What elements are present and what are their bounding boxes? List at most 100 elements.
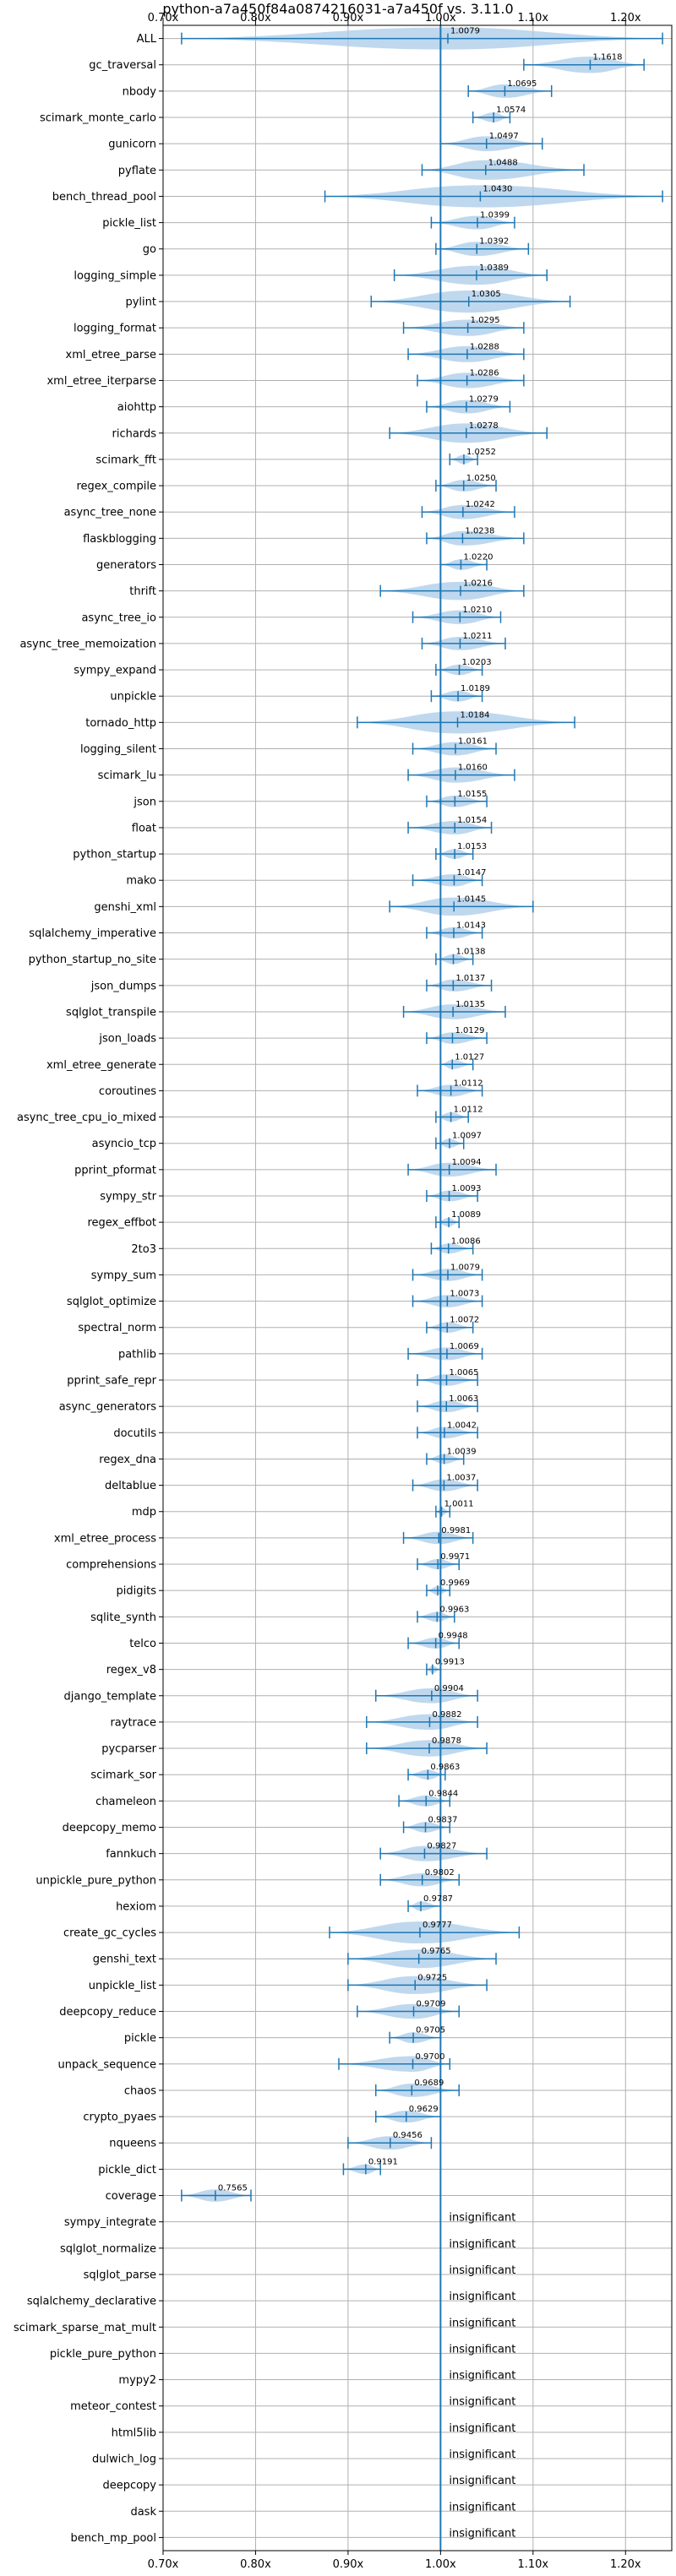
benchmark-label: deltablue bbox=[105, 1480, 156, 1492]
benchmark-label: pickle bbox=[124, 2032, 156, 2045]
benchmark-label: go bbox=[143, 243, 156, 256]
benchmark-label: tornado_http bbox=[85, 717, 156, 730]
x-tick-label: 1.00x bbox=[425, 12, 456, 24]
benchmark-label: thrift bbox=[129, 585, 156, 598]
value-label: 1.0211 bbox=[462, 632, 492, 641]
benchmark-label: regex_compile bbox=[76, 481, 156, 493]
value-label: 0.9981 bbox=[441, 1526, 471, 1535]
value-label: 1.0129 bbox=[455, 1026, 484, 1035]
benchmark-label: genshi_text bbox=[93, 1954, 156, 1966]
insignificant-label: insignificant bbox=[449, 2291, 515, 2303]
value-label: 0.9765 bbox=[422, 1947, 451, 1956]
benchmark-label: pickle_pure_python bbox=[50, 2348, 156, 2361]
benchmark-label: sympy_str bbox=[100, 1190, 156, 1203]
value-label: 1.0093 bbox=[452, 1184, 482, 1193]
value-label: 0.9971 bbox=[440, 1552, 470, 1562]
insignificant-label: insignificant bbox=[449, 2448, 515, 2461]
value-label: 1.0135 bbox=[455, 1000, 485, 1009]
value-label: 0.9777 bbox=[422, 1921, 452, 1930]
value-label: 1.0112 bbox=[454, 1106, 483, 1115]
benchmark-label: nbody bbox=[123, 85, 157, 98]
benchmark-label: pickle_dict bbox=[98, 2164, 156, 2177]
value-label: 0.9863 bbox=[430, 1763, 460, 1772]
benchmark-label: mdp bbox=[132, 1506, 156, 1519]
benchmark-label: regex_effbot bbox=[87, 1217, 156, 1230]
value-label: 0.9844 bbox=[428, 1789, 458, 1798]
value-label: 0.9963 bbox=[439, 1605, 469, 1614]
x-tick-label: 1.00x bbox=[425, 2558, 456, 2571]
value-label: 0.9837 bbox=[428, 1815, 458, 1824]
benchmark-label: sqlalchemy_imperative bbox=[29, 927, 156, 940]
benchmark-label: mako bbox=[126, 875, 156, 888]
benchmark-label: gunicorn bbox=[108, 139, 156, 151]
benchmark-label: docutils bbox=[113, 1427, 156, 1440]
benchmark-label: scimark_sor bbox=[90, 1769, 156, 1782]
value-label: 1.1618 bbox=[592, 53, 622, 62]
benchmark-label: pprint_safe_repr bbox=[67, 1375, 156, 1388]
benchmark-label: coverage bbox=[106, 2190, 156, 2203]
value-label: 1.0072 bbox=[450, 1316, 479, 1325]
value-label: 1.0278 bbox=[469, 421, 499, 431]
value-label: 0.9700 bbox=[416, 2052, 445, 2062]
insignificant-label: insignificant bbox=[449, 2238, 515, 2251]
insignificant-label: insignificant bbox=[449, 2370, 515, 2383]
value-label: 0.9705 bbox=[416, 2026, 445, 2035]
value-label: 1.0147 bbox=[456, 868, 486, 878]
benchmark-label: sympy_expand bbox=[74, 665, 156, 677]
benchmark-label: async_tree_cpu_io_mixed bbox=[17, 1111, 156, 1124]
benchmark-label: comprehensions bbox=[66, 1559, 156, 1572]
benchmark-label: python_startup bbox=[73, 849, 156, 861]
insignificant-label: insignificant bbox=[449, 2527, 515, 2540]
value-label: 1.0392 bbox=[479, 237, 509, 247]
grid-layer bbox=[162, 25, 672, 2551]
benchmark-label: flaskblogging bbox=[83, 533, 156, 546]
value-label: 1.0037 bbox=[446, 1474, 476, 1483]
benchmark-label: create_gc_cycles bbox=[63, 1927, 156, 1940]
value-label: 1.0127 bbox=[455, 1052, 484, 1062]
insignificant-label: insignificant bbox=[449, 2422, 515, 2435]
value-label: 0.9456 bbox=[393, 2131, 422, 2140]
benchmark-label: mypy2 bbox=[118, 2374, 156, 2387]
value-label: 1.0238 bbox=[465, 526, 494, 535]
benchmark-label: unpack_sequence bbox=[57, 2058, 156, 2071]
insignificant-label: insignificant bbox=[449, 2475, 515, 2487]
insignificant-label: insignificant bbox=[449, 2212, 515, 2225]
value-label: 0.9725 bbox=[417, 1973, 447, 1982]
benchmark-label: json bbox=[133, 796, 156, 808]
benchmark-label: deepcopy_reduce bbox=[59, 2006, 156, 2019]
x-tick-label: 0.90x bbox=[333, 12, 364, 24]
benchmark-label: dask bbox=[130, 2506, 156, 2519]
benchmark-label: bench_thread_pool bbox=[52, 191, 156, 204]
x-tick-label: 0.90x bbox=[333, 2558, 364, 2571]
value-label: 0.9913 bbox=[435, 1658, 465, 1667]
value-label: 1.0145 bbox=[456, 894, 486, 904]
violin-layer bbox=[181, 27, 663, 2202]
benchmark-label: crypto_pyaes bbox=[83, 2111, 156, 2124]
benchmark-label: telco bbox=[129, 1638, 156, 1650]
benchmark-label: sympy_sum bbox=[91, 1269, 156, 1282]
value-label: 0.9882 bbox=[432, 1710, 461, 1720]
value-label: 1.0288 bbox=[470, 342, 499, 351]
value-label: 1.0430 bbox=[482, 184, 512, 193]
benchmark-label: pylint bbox=[125, 296, 156, 309]
benchmark-label: aiohttp bbox=[117, 401, 156, 414]
benchmark-label: unpickle bbox=[110, 691, 156, 704]
value-label: 1.0097 bbox=[452, 1132, 482, 1141]
benchmark-label: spectral_norm bbox=[78, 1322, 156, 1334]
benchmark-label: dulwich_log bbox=[92, 2453, 156, 2465]
benchmark-label: async_tree_memoization bbox=[19, 638, 156, 650]
value-label: 0.9787 bbox=[423, 1894, 453, 1904]
x-tick-label: 0.70x bbox=[148, 2558, 179, 2571]
value-label: 1.0574 bbox=[496, 106, 526, 115]
benchmark-label: gc_traversal bbox=[89, 59, 156, 72]
benchmark-label: sqlglot_normalize bbox=[60, 2242, 156, 2255]
value-label: 1.0305 bbox=[472, 290, 501, 299]
value-label: 1.0399 bbox=[480, 211, 510, 220]
insignificant-label: insignificant bbox=[449, 2343, 515, 2356]
value-label: 1.0063 bbox=[449, 1394, 478, 1404]
benchmark-label: generators bbox=[96, 559, 156, 572]
value-label: 0.9191 bbox=[368, 2157, 398, 2166]
benchmark-label: richards bbox=[112, 427, 157, 440]
value-label: 1.0242 bbox=[466, 500, 495, 509]
value-label: 1.0089 bbox=[451, 1210, 481, 1220]
